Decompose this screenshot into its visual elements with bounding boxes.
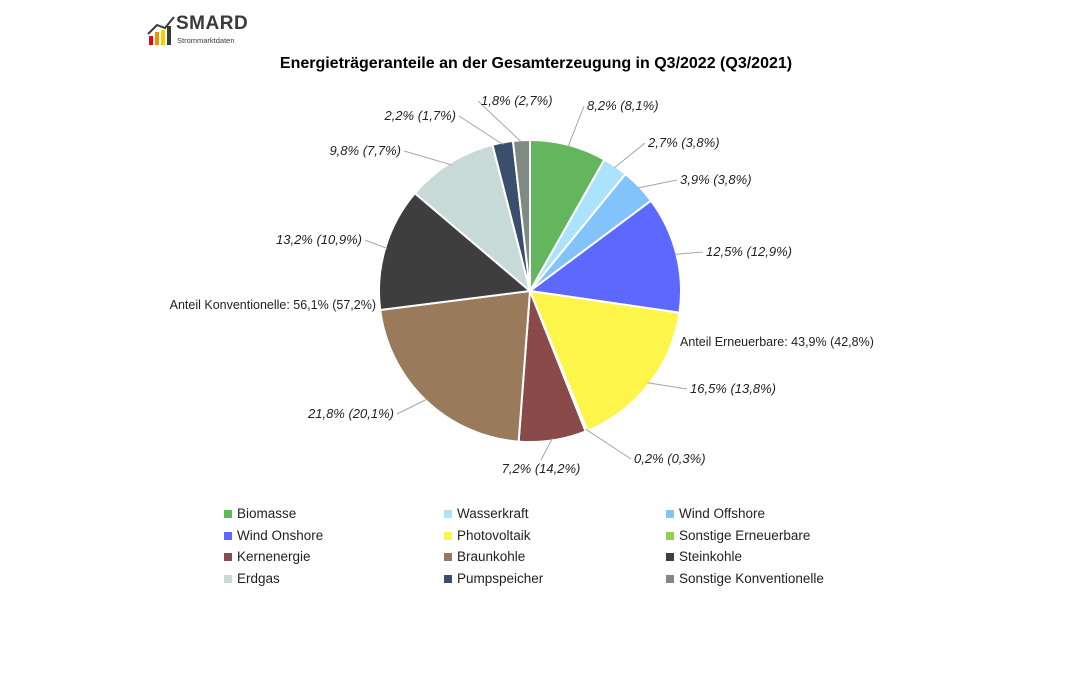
- legend-label: Wasserkraft: [457, 506, 529, 521]
- data-label-sonstige-erneuerbare: 0,2% (0,3%): [634, 451, 706, 466]
- legend-label: Braunkohle: [457, 549, 526, 564]
- group-label-erneuerbare: Anteil Erneuerbare: 43,9% (42,8%): [680, 335, 874, 349]
- leader-line-photovoltaik: [647, 382, 688, 390]
- pie-slices: [377, 138, 682, 443]
- logo-name: SMARD: [176, 13, 249, 34]
- data-label-biomasse: 8,2% (8,1%): [587, 98, 659, 113]
- chart-title: Energieträgeranteile an der Gesamterzeug…: [279, 55, 793, 72]
- legend-label: Erdgas: [237, 570, 280, 586]
- legend-label: Photovoltaik: [457, 527, 531, 543]
- data-label-erdgas: 9,8% (7,7%): [329, 143, 401, 158]
- logo-subtitle: Strommarktdaten: [177, 36, 235, 45]
- legend-swatch: [224, 510, 232, 518]
- leader-line-steinkohle: [364, 239, 388, 249]
- data-label-braunkohle: 21,8% (20,1%): [307, 406, 394, 421]
- legend-swatch: [444, 510, 452, 518]
- data-label-wind-onshore: 12,5% (12,9%): [706, 244, 792, 259]
- smard-logo: SMARD Strommarktdaten: [146, 12, 256, 48]
- legend-swatch: [224, 531, 232, 540]
- leader-line-erdgas: [403, 150, 452, 166]
- pie-leader-lines: [364, 100, 704, 461]
- legend-label: Sonstige Erneuerbare: [679, 527, 811, 543]
- leader-line-kernenergie: [540, 438, 553, 461]
- data-label-wasserkraft: 2,7% (3,8%): [647, 135, 720, 150]
- pie-slice-photovoltaik: [529, 290, 681, 432]
- legend-label: Wind Offshore: [679, 506, 766, 521]
- legend-swatch: [444, 574, 452, 583]
- pie-data-labels: 8,2% (8,1%) 2,7% (3,8%) 3,9% (3,8%) 12,5% (…: [170, 93, 874, 476]
- legend-label: Sonstige Konventionelle: [679, 570, 824, 586]
- pie-slice-braunkohle: [379, 290, 531, 443]
- legend-swatch: [666, 531, 674, 540]
- legend-swatch: [666, 510, 674, 518]
- legend-swatch: [666, 553, 674, 561]
- legend-label: Pumpspeicher: [457, 570, 544, 586]
- leader-line-wind-onshore: [674, 251, 704, 255]
- logo-chart-icon: [147, 16, 175, 45]
- legend-label: Biomasse: [237, 506, 297, 521]
- legend-swatch: [666, 574, 674, 583]
- leader-line-sonstige-erneuerbare: [585, 428, 632, 460]
- data-label-photovoltaik: 16,5% (13,8%): [690, 381, 776, 396]
- legend-swatch: [444, 531, 452, 540]
- data-label-pumpspeicher: 2,2% (1,7%): [383, 108, 456, 123]
- leader-line-biomasse: [567, 105, 585, 148]
- pie-slice-sonstige-konventionelle: [511, 138, 531, 292]
- legend-swatch: [444, 553, 452, 561]
- group-label-konventionelle: Anteil Konventionelle: 56,1% (57,2%): [170, 298, 376, 312]
- leader-line-braunkohle: [396, 398, 428, 415]
- leader-line-pumpspeicher: [458, 115, 504, 145]
- data-label-kernenergie: 7,2% (14,2%): [502, 461, 581, 476]
- leader-line-wasserkraft: [613, 142, 646, 169]
- leader-line-sonstige-konventionelle: [477, 100, 522, 143]
- leader-line-wind-offshore: [637, 179, 678, 189]
- legend-swatch: [224, 553, 232, 561]
- legend-label: Kernenergie: [237, 549, 311, 564]
- data-label-sonstige-konventionelle: 1,8% (2,7%): [481, 93, 553, 108]
- data-label-steinkohle: 13,2% (10,9%): [276, 232, 362, 247]
- legend-swatch: [224, 574, 232, 583]
- legend-label: Wind Onshore: [237, 527, 324, 543]
- legend-label: Steinkohle: [679, 549, 743, 564]
- data-label-wind-offshore: 3,9% (3,8%): [680, 172, 752, 187]
